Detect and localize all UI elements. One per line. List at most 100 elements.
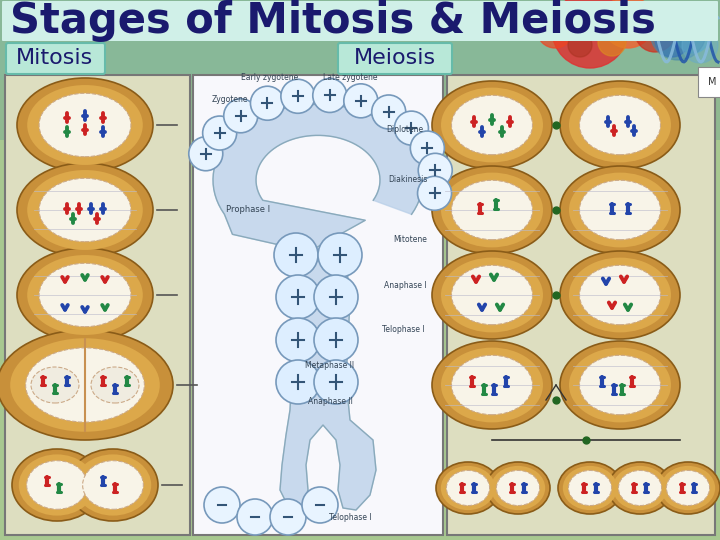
- Text: Telophase I: Telophase I: [329, 512, 372, 522]
- Ellipse shape: [667, 470, 710, 505]
- Circle shape: [682, 27, 718, 63]
- Ellipse shape: [496, 470, 539, 505]
- Circle shape: [526, 4, 554, 32]
- Ellipse shape: [560, 251, 680, 339]
- Circle shape: [410, 131, 444, 165]
- Ellipse shape: [568, 470, 611, 505]
- Circle shape: [202, 116, 237, 150]
- Circle shape: [276, 275, 320, 319]
- Circle shape: [251, 86, 284, 120]
- Ellipse shape: [27, 255, 143, 335]
- Circle shape: [418, 153, 452, 187]
- Ellipse shape: [432, 81, 552, 169]
- Ellipse shape: [27, 461, 87, 509]
- Ellipse shape: [661, 466, 715, 510]
- Circle shape: [647, 4, 683, 40]
- Ellipse shape: [451, 95, 533, 154]
- Text: Mitosis: Mitosis: [17, 48, 94, 68]
- Circle shape: [314, 360, 358, 404]
- Ellipse shape: [441, 348, 543, 422]
- Ellipse shape: [569, 87, 671, 163]
- Ellipse shape: [432, 341, 552, 429]
- Ellipse shape: [432, 166, 552, 254]
- Ellipse shape: [27, 85, 143, 165]
- Circle shape: [274, 233, 318, 277]
- Ellipse shape: [0, 330, 173, 440]
- Circle shape: [568, 33, 592, 57]
- Ellipse shape: [569, 173, 671, 247]
- Text: Diakinesis: Diakinesis: [388, 176, 428, 185]
- Bar: [447, 75, 715, 535]
- Ellipse shape: [432, 251, 552, 339]
- Ellipse shape: [580, 95, 660, 154]
- FancyBboxPatch shape: [6, 43, 105, 74]
- Ellipse shape: [75, 454, 151, 516]
- Circle shape: [276, 360, 320, 404]
- Circle shape: [344, 84, 378, 118]
- Ellipse shape: [26, 348, 145, 422]
- Circle shape: [312, 78, 347, 112]
- Text: M: M: [708, 77, 716, 87]
- Polygon shape: [0, 140, 720, 540]
- Circle shape: [598, 28, 626, 56]
- FancyBboxPatch shape: [2, 1, 718, 41]
- Ellipse shape: [451, 180, 533, 240]
- Ellipse shape: [613, 466, 667, 510]
- Text: Diplotene: Diplotene: [387, 125, 423, 134]
- Ellipse shape: [39, 264, 131, 327]
- Ellipse shape: [17, 163, 153, 257]
- Ellipse shape: [436, 462, 500, 514]
- Circle shape: [537, 12, 573, 48]
- Text: Telophase I: Telophase I: [382, 326, 424, 334]
- Ellipse shape: [580, 265, 660, 325]
- Polygon shape: [0, 80, 720, 140]
- Ellipse shape: [39, 178, 131, 242]
- Ellipse shape: [491, 466, 545, 510]
- Ellipse shape: [656, 462, 720, 514]
- Bar: [193, 75, 443, 535]
- Ellipse shape: [83, 461, 143, 509]
- Circle shape: [314, 318, 358, 362]
- Circle shape: [314, 275, 358, 319]
- Ellipse shape: [569, 348, 671, 422]
- Circle shape: [677, 21, 709, 53]
- Ellipse shape: [569, 258, 671, 333]
- FancyBboxPatch shape: [338, 43, 452, 74]
- Text: Zygotene: Zygotene: [212, 96, 248, 105]
- Ellipse shape: [558, 462, 622, 514]
- Circle shape: [189, 137, 222, 171]
- Ellipse shape: [17, 248, 153, 342]
- Ellipse shape: [12, 449, 102, 521]
- Ellipse shape: [560, 341, 680, 429]
- Ellipse shape: [91, 367, 139, 403]
- Ellipse shape: [560, 81, 680, 169]
- Circle shape: [650, 4, 706, 60]
- Circle shape: [655, 23, 689, 57]
- Text: Late zygotene: Late zygotene: [323, 73, 377, 83]
- Ellipse shape: [618, 470, 662, 505]
- Ellipse shape: [560, 166, 680, 254]
- Circle shape: [635, 12, 675, 52]
- Text: Meiosis: Meiosis: [354, 48, 436, 68]
- Text: Mitotene: Mitotene: [393, 235, 427, 245]
- Circle shape: [418, 176, 451, 210]
- Circle shape: [276, 318, 320, 362]
- Ellipse shape: [446, 470, 490, 505]
- Ellipse shape: [451, 265, 533, 325]
- Ellipse shape: [68, 449, 158, 521]
- Bar: [5, 75, 190, 535]
- Ellipse shape: [31, 367, 79, 403]
- Ellipse shape: [580, 180, 660, 240]
- Text: Anaphase I: Anaphase I: [384, 280, 426, 289]
- Circle shape: [372, 95, 405, 129]
- Ellipse shape: [27, 170, 143, 250]
- Circle shape: [602, 0, 654, 48]
- Ellipse shape: [19, 454, 95, 516]
- Polygon shape: [213, 104, 423, 510]
- Circle shape: [237, 499, 273, 535]
- Ellipse shape: [441, 87, 543, 163]
- Ellipse shape: [580, 355, 660, 415]
- Circle shape: [552, 0, 628, 68]
- Circle shape: [224, 99, 258, 133]
- Circle shape: [318, 233, 362, 277]
